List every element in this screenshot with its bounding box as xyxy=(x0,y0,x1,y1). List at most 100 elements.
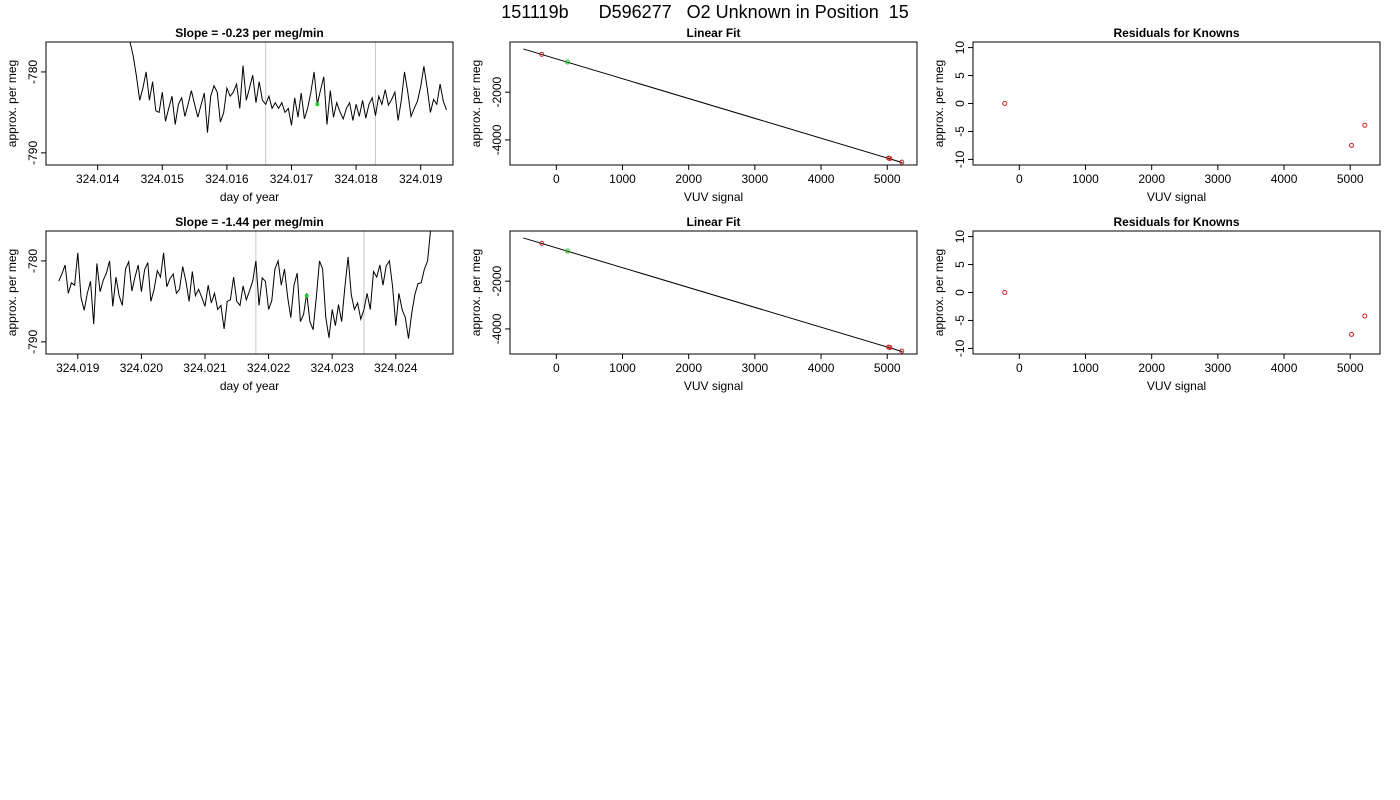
x-tick-label: 324.019 xyxy=(399,172,443,186)
x-tick-label: 4000 xyxy=(1271,361,1298,375)
panel-title: Slope = -1.44 per meg/min xyxy=(175,215,323,229)
data-point xyxy=(899,348,905,354)
y-axis-label: approx. per meg xyxy=(469,60,483,147)
x-tick-label: 324.021 xyxy=(183,361,227,375)
panel-title: Residuals for Knowns xyxy=(1113,26,1239,40)
x-tick-label: 3000 xyxy=(1205,172,1232,186)
panel-2: Linear Fit 0 1000 2000 3000 4000 5000 -2000 -400… xyxy=(469,26,918,204)
y-tick-label: 5 xyxy=(953,72,967,79)
y-axis-label: approx. per meg xyxy=(469,249,483,336)
x-tick-label: 3000 xyxy=(742,361,769,375)
plot-area xyxy=(523,237,905,354)
series-line xyxy=(58,231,431,339)
y-tick-label: -10 xyxy=(953,339,967,357)
x-tick-label: 4000 xyxy=(808,172,835,186)
x-tick-label: 5000 xyxy=(1337,172,1364,186)
y-tick-label: -2000 xyxy=(490,265,504,296)
marker-point xyxy=(315,102,320,107)
panel-5: Linear Fit 0 1000 2000 3000 4000 5000 -2000 -400… xyxy=(469,215,918,393)
y-tick-label: -5 xyxy=(953,126,967,137)
y-axis-label: approx. per meg xyxy=(5,249,19,336)
y-tick-label: -4000 xyxy=(490,313,504,344)
plot-frame xyxy=(45,230,454,355)
y-tick-label: -780 xyxy=(26,60,40,84)
plot-area xyxy=(58,231,431,354)
series-line xyxy=(129,42,447,133)
y-tick-label: -790 xyxy=(26,330,40,354)
y-tick-label: 0 xyxy=(953,100,967,107)
x-tick-label: 324.020 xyxy=(120,361,164,375)
x-tick-label: 324.017 xyxy=(270,172,314,186)
x-tick-label: 324.022 xyxy=(247,361,291,375)
x-tick-label: 5000 xyxy=(1337,361,1364,375)
x-tick-label: 324.014 xyxy=(76,172,120,186)
x-tick-label: 3000 xyxy=(1205,361,1232,375)
y-tick-label: -10 xyxy=(953,150,967,168)
plot-area xyxy=(1002,101,1368,148)
panel-title: Slope = -0.23 per meg/min xyxy=(175,26,323,40)
data-point xyxy=(539,240,545,246)
y-axis-label: approx. per meg xyxy=(5,60,19,147)
panel-4: Slope = -1.44 per meg/min 324.019 324.020 3… xyxy=(5,215,454,393)
x-tick-label: 2000 xyxy=(675,361,702,375)
x-tick-label: 324.024 xyxy=(374,361,418,375)
x-tick-label: 0 xyxy=(1016,361,1023,375)
panel-title: Linear Fit xyxy=(686,26,740,40)
y-tick-label: -2000 xyxy=(490,76,504,107)
data-point xyxy=(1362,313,1368,319)
x-tick-label: 1000 xyxy=(609,361,636,375)
panel-title: Linear Fit xyxy=(686,215,740,229)
x-tick-label: 4000 xyxy=(808,361,835,375)
x-axis-label: VUV signal xyxy=(684,190,743,204)
plot-area xyxy=(129,42,447,165)
y-tick-label: -5 xyxy=(953,315,967,326)
y-tick-label: 10 xyxy=(953,41,967,55)
data-point xyxy=(1349,331,1355,337)
plot-frame xyxy=(972,230,1381,355)
data-point xyxy=(899,159,905,165)
x-tick-label: 5000 xyxy=(874,172,901,186)
plot-frame xyxy=(509,41,918,166)
y-tick-label: -780 xyxy=(26,249,40,273)
y-tick-label: 0 xyxy=(953,289,967,296)
panel-1: Slope = -0.23 per meg/min 324.014 324.015 3… xyxy=(5,26,454,204)
x-axis-label: VUV signal xyxy=(684,379,743,393)
x-tick-label: 3000 xyxy=(742,172,769,186)
x-tick-label: 1000 xyxy=(1072,172,1099,186)
plot-frame xyxy=(45,41,454,166)
plot-frame xyxy=(972,41,1381,166)
data-point xyxy=(1002,101,1008,106)
x-tick-label: 324.016 xyxy=(205,172,249,186)
fit-line xyxy=(523,237,903,353)
plot-area xyxy=(1002,290,1368,337)
panel-6: Residuals for Knowns 0 1000 2000 3000 4000 500… xyxy=(932,215,1381,393)
x-tick-label: 0 xyxy=(553,361,560,375)
x-tick-label: 324.023 xyxy=(310,361,354,375)
x-axis-label: VUV signal xyxy=(1147,379,1206,393)
data-point xyxy=(887,345,893,351)
x-tick-label: 2000 xyxy=(675,172,702,186)
x-tick-label: 324.019 xyxy=(56,361,100,375)
x-tick-label: 0 xyxy=(553,172,560,186)
y-tick-label: -790 xyxy=(26,141,40,165)
x-tick-label: 1000 xyxy=(1072,361,1099,375)
data-point xyxy=(1349,142,1355,148)
x-axis-label: day of year xyxy=(220,190,279,204)
marker-point xyxy=(304,293,309,298)
x-axis-label: VUV signal xyxy=(1147,190,1206,204)
page-title: 151119b D596277 O2 Unknown in Position 1… xyxy=(501,2,909,22)
y-axis-label: approx. per meg xyxy=(932,249,946,336)
plot-frame xyxy=(509,230,918,355)
data-point xyxy=(887,156,893,162)
data-point xyxy=(1362,122,1368,128)
data-point xyxy=(565,59,571,65)
x-tick-label: 4000 xyxy=(1271,172,1298,186)
data-point xyxy=(539,51,545,57)
x-axis-label: day of year xyxy=(220,379,279,393)
plot-area xyxy=(523,48,905,165)
panel-title: Residuals for Knowns xyxy=(1113,215,1239,229)
y-tick-label: 10 xyxy=(953,230,967,244)
x-tick-label: 1000 xyxy=(609,172,636,186)
data-point xyxy=(1002,290,1008,295)
